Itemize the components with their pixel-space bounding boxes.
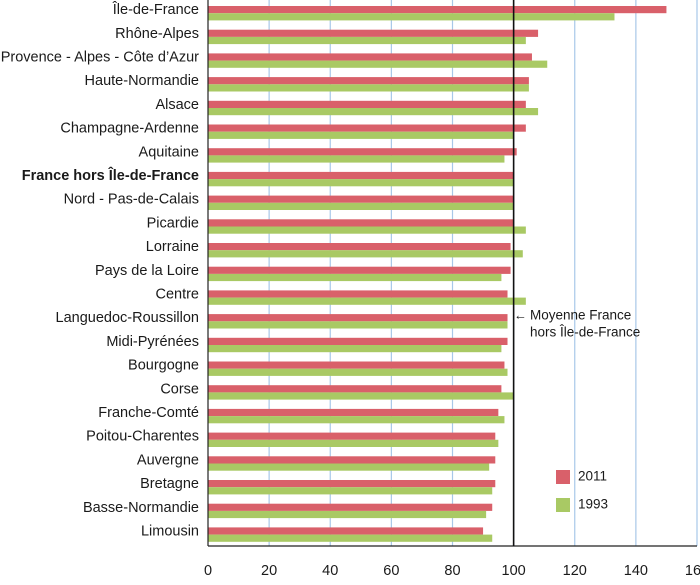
bar-1993-13 bbox=[208, 321, 508, 329]
x-tick-label-60: 60 bbox=[383, 563, 399, 579]
bar-1993-14 bbox=[208, 345, 502, 353]
bar-2011-12 bbox=[208, 290, 508, 298]
bar-1993-17 bbox=[208, 416, 505, 424]
legend-label-1993: 1993 bbox=[578, 497, 608, 512]
category-label-7: France hors Île-de-France bbox=[22, 166, 199, 184]
legend-swatch-1993 bbox=[556, 498, 570, 512]
bar-2011-18 bbox=[208, 432, 496, 440]
x-tick-label-0: 0 bbox=[204, 563, 212, 579]
category-label-13: Languedoc-Roussillon bbox=[56, 310, 200, 326]
bar-1993-22 bbox=[208, 534, 493, 542]
category-label-15: Bourgogne bbox=[128, 358, 199, 374]
bar-2011-19 bbox=[208, 456, 496, 464]
bar-2011-13 bbox=[208, 314, 508, 322]
bar-2011-15 bbox=[208, 361, 505, 369]
bar-2011-3 bbox=[208, 77, 529, 85]
x-tick-label-100: 100 bbox=[502, 563, 526, 579]
category-label-3: Haute-Normandie bbox=[85, 73, 199, 89]
x-tick-label-40: 40 bbox=[322, 563, 338, 579]
legend-swatch-2011 bbox=[556, 470, 570, 484]
bar-1993-19 bbox=[208, 463, 490, 471]
category-label-11: Pays de la Loire bbox=[95, 263, 199, 279]
bar-2011-21 bbox=[208, 503, 493, 511]
reference-arrow: ← bbox=[514, 308, 527, 323]
bar-1993-0 bbox=[208, 13, 615, 21]
x-tick-label-80: 80 bbox=[444, 563, 460, 579]
category-label-20: Bretagne bbox=[140, 476, 199, 492]
bar-2011-5 bbox=[208, 124, 526, 132]
category-label-6: Aquitaine bbox=[139, 144, 199, 160]
x-tick-label-160: 160 bbox=[685, 563, 700, 579]
bar-2011-0 bbox=[208, 6, 667, 14]
bar-1993-10 bbox=[208, 250, 523, 258]
bar-1993-5 bbox=[208, 131, 514, 139]
category-label-2: Provence - Alpes - Côte d’Azur bbox=[1, 50, 199, 66]
x-tick-label-120: 120 bbox=[563, 563, 587, 579]
bar-2011-6 bbox=[208, 148, 517, 156]
bar-2011-17 bbox=[208, 408, 499, 417]
bar-1993-18 bbox=[208, 439, 499, 447]
category-label-14: Midi-Pyrénées bbox=[106, 334, 199, 350]
bar-1993-4 bbox=[208, 108, 539, 116]
category-label-1: Rhône-Alpes bbox=[115, 26, 199, 42]
category-label-5: Champagne-Ardenne bbox=[60, 121, 199, 137]
reference-label-line-1: Moyenne France bbox=[530, 308, 631, 323]
bar-1993-8 bbox=[208, 202, 514, 210]
bar-2011-2 bbox=[208, 53, 532, 61]
bar-1993-3 bbox=[208, 84, 529, 92]
category-label-9: Picardie bbox=[147, 215, 199, 231]
category-label-10: Lorraine bbox=[146, 239, 199, 255]
category-label-18: Poitou-Charentes bbox=[86, 429, 199, 445]
bar-2011-20 bbox=[208, 480, 496, 488]
x-tick-label-140: 140 bbox=[624, 563, 648, 579]
bar-2011-1 bbox=[208, 29, 539, 37]
reference-label-line-2: hors Île-de-France bbox=[530, 325, 640, 340]
category-label-21: Basse-Normandie bbox=[83, 500, 199, 516]
bar-2011-7 bbox=[208, 171, 514, 180]
x-tick-label-20: 20 bbox=[261, 563, 277, 579]
bar-2011-11 bbox=[208, 266, 511, 274]
bar-1993-20 bbox=[208, 487, 493, 495]
bar-2011-16 bbox=[208, 385, 502, 393]
category-label-4: Alsace bbox=[155, 97, 199, 113]
category-label-17: Franche-Comté bbox=[98, 405, 199, 421]
bar-1993-7 bbox=[208, 179, 514, 187]
bar-2011-9 bbox=[208, 219, 514, 227]
category-label-0: Île-de-France bbox=[112, 1, 199, 18]
bar-1993-2 bbox=[208, 60, 548, 68]
category-label-22: Limousin bbox=[141, 524, 199, 540]
bar-1993-21 bbox=[208, 510, 487, 519]
legend-label-2011: 2011 bbox=[578, 469, 607, 484]
category-label-12: Centre bbox=[155, 287, 199, 303]
bar-2011-22 bbox=[208, 527, 484, 535]
bar-2011-14 bbox=[208, 337, 508, 345]
bar-1993-11 bbox=[208, 273, 502, 282]
bar-2011-4 bbox=[208, 100, 526, 108]
bar-1993-15 bbox=[208, 368, 508, 376]
category-label-16: Corse bbox=[160, 381, 199, 397]
bar-1993-9 bbox=[208, 226, 526, 234]
bar-1993-1 bbox=[208, 36, 526, 45]
category-label-8: Nord - Pas-de-Calais bbox=[64, 192, 199, 208]
category-label-19: Auvergne bbox=[137, 452, 199, 468]
bar-1993-16 bbox=[208, 392, 514, 400]
bar-1993-12 bbox=[208, 297, 526, 305]
bar-1993-6 bbox=[208, 155, 505, 163]
bar-2011-8 bbox=[208, 195, 514, 203]
bar-2011-10 bbox=[208, 243, 511, 251]
